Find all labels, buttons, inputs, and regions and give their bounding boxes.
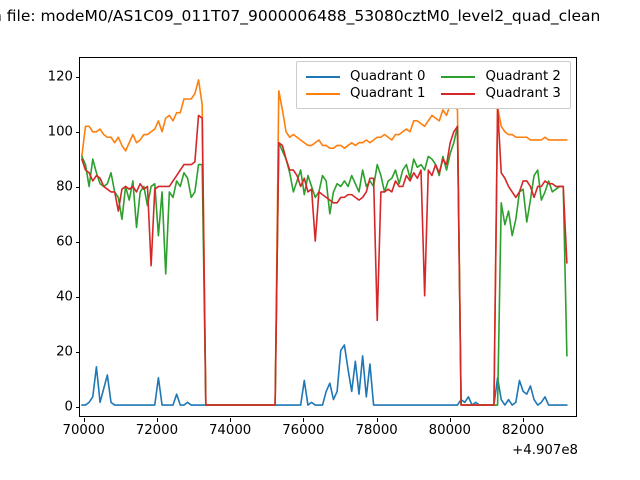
y-tick-label: 40 bbox=[56, 289, 73, 305]
y-tick-label: 0 bbox=[64, 399, 73, 415]
y-tick-label: 100 bbox=[47, 124, 73, 140]
legend-swatch-quadrant-1-icon bbox=[306, 85, 350, 102]
plot-canvas bbox=[80, 58, 576, 416]
series-layer bbox=[82, 80, 567, 405]
y-tick-mark bbox=[76, 242, 80, 244]
y-tick-label: 20 bbox=[56, 344, 73, 360]
x-tick-mark bbox=[449, 418, 451, 422]
x-tick-label: 76000 bbox=[282, 423, 325, 438]
legend-swatch-quadrant-0-icon bbox=[306, 68, 350, 85]
y-tick-mark bbox=[76, 352, 80, 354]
x-axis-offset-label: +4.907e8 bbox=[512, 443, 578, 458]
x-tick-mark bbox=[376, 418, 378, 422]
x-tick-mark bbox=[523, 418, 525, 422]
legend-row: Quadrant 0 Quadrant 2 bbox=[306, 68, 561, 85]
x-tick-label: 78000 bbox=[355, 423, 398, 438]
x-tick-label: 82000 bbox=[501, 423, 545, 438]
y-tick-mark bbox=[76, 297, 80, 299]
legend: Quadrant 0 Quadrant 2 Quadrant 1 Quadran… bbox=[296, 61, 571, 109]
x-tick-label: 72000 bbox=[135, 423, 179, 438]
x-tick-label: 74000 bbox=[208, 423, 252, 438]
y-tick-mark bbox=[76, 187, 80, 189]
legend-label-quadrant-1: Quadrant 1 bbox=[350, 86, 426, 101]
y-tick-label: 80 bbox=[56, 179, 73, 195]
legend-label-quadrant-2: Quadrant 2 bbox=[485, 69, 561, 84]
legend-swatch-quadrant-3-icon bbox=[441, 85, 485, 102]
x-tick-mark bbox=[230, 418, 232, 422]
y-tick-mark bbox=[76, 77, 80, 79]
legend-label-quadrant-0: Quadrant 0 bbox=[350, 69, 426, 84]
x-tick-mark bbox=[303, 418, 305, 422]
y-tick-label: 120 bbox=[47, 69, 73, 85]
legend-label-quadrant-3: Quadrant 3 bbox=[485, 86, 561, 101]
y-tick-mark bbox=[76, 132, 80, 134]
figure-title-text: n file: modeM0/AS1C09_011T07_9000006488_… bbox=[0, 7, 601, 25]
x-tick-label: 80000 bbox=[428, 423, 471, 438]
legend-table: Quadrant 0 Quadrant 2 Quadrant 1 Quadran… bbox=[306, 68, 561, 102]
y-tick-label: 60 bbox=[56, 234, 73, 250]
series-line-quadrant-3 bbox=[82, 107, 567, 405]
legend-swatch-quadrant-2-icon bbox=[441, 68, 485, 85]
x-tick-mark bbox=[83, 418, 85, 422]
x-tick-mark bbox=[156, 418, 158, 422]
figure-title: n file: modeM0/AS1C09_011T07_9000006488_… bbox=[0, 6, 640, 28]
y-tick-mark bbox=[76, 407, 80, 408]
legend-row: Quadrant 1 Quadrant 3 bbox=[306, 85, 561, 102]
plot-axes: 0 20 40 60 80 100 120 70000 72000 74000 76000 7800… bbox=[48, 57, 578, 458]
x-tick-label: 70000 bbox=[62, 423, 105, 438]
